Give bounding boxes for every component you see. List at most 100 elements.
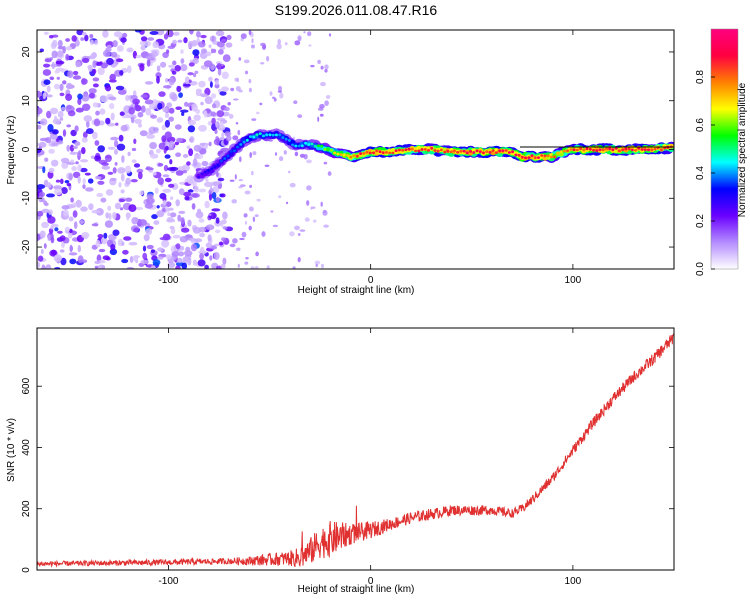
spectrogram-cell: [188, 62, 195, 67]
spectrogram-cell: [37, 210, 44, 217]
spectrogram-cell: [41, 221, 50, 229]
spectrogram-cell: [324, 68, 328, 73]
spectrogram-cell: [121, 241, 125, 246]
spectrogram-ridge-cell: [228, 151, 234, 157]
spectrogram-cell: [129, 256, 134, 263]
spectrogram-cell: [77, 255, 84, 264]
spectrogram-ridge-cell: [249, 135, 252, 139]
spectrogram-cell: [277, 38, 282, 45]
spectrogram-cell: [274, 152, 278, 156]
spectrogram-ridge-cell: [482, 151, 485, 155]
spectrogram-ridge-cell: [472, 151, 476, 154]
spectrogram-cell: [47, 124, 54, 132]
spectrogram-cell: [152, 171, 157, 176]
spectrogram-cell: [157, 247, 164, 252]
spectrogram-cell: [72, 202, 77, 208]
spectrogram-ridge-cell: [643, 148, 647, 152]
spectrogram-cell: [84, 34, 89, 42]
spectrogram-cell: [191, 193, 200, 198]
spectrogram-cell: [68, 173, 73, 181]
spectrogram-cell: [139, 190, 144, 196]
spectrogram-cell: [254, 214, 259, 218]
spectrogram-cell: [299, 229, 306, 232]
spectrogram-ridge-cell: [378, 150, 382, 154]
spectrogram-cell: [184, 101, 189, 107]
spectrogram-cell: [121, 155, 125, 163]
spectrogram-cell: [165, 254, 172, 260]
spectrogram-cell: [323, 224, 329, 228]
spectrogram-ridge-cell: [465, 151, 469, 155]
spectrogram-cell: [62, 129, 67, 137]
spectrogram-cell: [160, 61, 167, 68]
spectrogram-cell: [196, 31, 201, 38]
spectrogram-cell: [251, 118, 257, 121]
spectrogram-ridge-cell: [414, 149, 418, 153]
spectrogram-ridge-cell: [359, 152, 363, 156]
spectrogram-cell: [205, 178, 209, 182]
spectrogram-cell: [319, 104, 325, 109]
spectrogram-cell: [67, 70, 74, 78]
spectrogram-ridge-cell: [362, 152, 366, 155]
spectrogram-ridge-cell: [436, 149, 440, 153]
spectrogram-ridge-cell: [558, 151, 564, 157]
spectrogram-cell: [65, 53, 70, 61]
snr-x-tick-label: 0: [368, 576, 374, 587]
spectrogram-cell: [71, 35, 77, 42]
spectrogram-cell: [319, 113, 324, 117]
spectrogram-cell: [94, 260, 101, 265]
spectrogram-cell: [177, 214, 182, 222]
spectrogram-cell: [55, 60, 65, 65]
spectrogram-cell: [215, 136, 219, 140]
spectrogram-cell: [169, 212, 177, 218]
spectrogram-cell: [303, 31, 306, 34]
spectrogram-cell: [94, 155, 102, 162]
spectrogram-cell: [43, 79, 51, 85]
spectrogram-cell: [228, 113, 234, 119]
spectrogram-ridge-cell: [226, 154, 230, 158]
spectrogram-cell: [66, 144, 70, 152]
spectrogram-ridge-cell: [329, 148, 333, 152]
spectrogram-cell: [193, 114, 201, 121]
spectrogram-cell: [47, 234, 51, 241]
spectrogram-ridge-cell: [307, 143, 311, 146]
spectrogram-cell: [193, 73, 197, 78]
spectrogram-cell: [168, 207, 174, 211]
spectrogram-ridge-cell: [595, 149, 599, 153]
colorbar-tick-label: 0.6: [695, 118, 706, 132]
spectrogram-cell: [203, 181, 213, 188]
spectrogram-cell: [215, 229, 221, 234]
spectrogram-cell: [110, 136, 119, 141]
spectrogram-cell: [117, 45, 124, 52]
spectrogram-cell: [180, 49, 184, 54]
spectrogram-cell: [55, 179, 61, 183]
spectrogram-cell: [166, 102, 172, 108]
spectrogram-cell: [125, 95, 130, 102]
spectrogram-cell: [38, 141, 47, 148]
spectrogram-cell: [294, 225, 300, 231]
spectrogram-cell: [133, 255, 140, 259]
spectrogram-cell: [109, 103, 115, 110]
spectrogram-cell: [178, 188, 185, 196]
spectrogram-cell: [215, 30, 225, 37]
spectrogram-cell: [42, 92, 47, 100]
spectrogram-ridge-cell: [268, 133, 272, 137]
spectrogram-cell: [52, 34, 59, 38]
spectrogram-cell: [200, 48, 207, 54]
spectrogram-ridge-cell: [352, 154, 356, 158]
spectrogram-cell: [114, 202, 121, 210]
spectrogram-cell: [308, 44, 312, 47]
spectrogram-cell: [276, 43, 282, 50]
spectrogram-cell: [103, 49, 111, 58]
spectrogram-cell: [92, 102, 99, 108]
spectrogram-cell: [127, 65, 132, 74]
spectrogram-cell: [155, 148, 161, 154]
spectrogram-cell: [248, 87, 252, 93]
spectrogram-cell: [110, 51, 118, 58]
spectrogram-cell: [49, 35, 54, 39]
spectrogram-cell: [69, 144, 75, 152]
spectrogram-cell: [190, 243, 198, 252]
spectrogram-cell: [107, 205, 112, 211]
spectrogram-cell: [103, 232, 108, 239]
spectrogram-cell: [60, 157, 70, 164]
spectrogram-cell: [169, 225, 175, 230]
